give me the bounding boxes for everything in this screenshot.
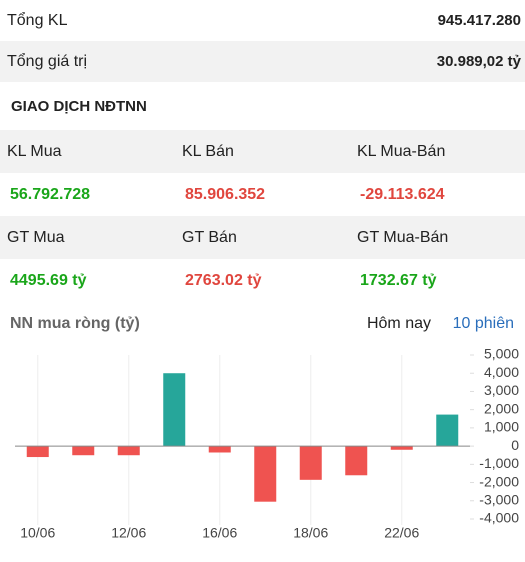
bar <box>208 446 231 453</box>
bar <box>72 446 95 456</box>
y-tick-label: -3,000 <box>479 491 519 507</box>
x-tick-label: 22/06 <box>384 525 419 541</box>
y-tick-label: -2,000 <box>479 473 519 489</box>
summary-value: 30.989,02 tỷ <box>436 53 521 70</box>
chart-title: NN mua ròng (tỷ) <box>10 315 140 332</box>
stat-value: 2763.02 tỷ <box>185 271 262 289</box>
stat-header-row: GT Mua GT Bán GT Mua-Bán <box>0 216 525 259</box>
bar <box>254 446 277 502</box>
y-tick-label: 2,000 <box>484 400 519 416</box>
stat-label: KL Mua <box>7 142 62 160</box>
y-tick-label: 4,000 <box>484 364 519 380</box>
section-title: GIAO DỊCH NĐTNN <box>11 97 147 115</box>
stat-label: KL Mua-Bán <box>357 142 446 160</box>
summary-value: 945.417.280 <box>437 12 521 29</box>
bar <box>436 414 459 447</box>
summary-row: Tổng giá trị 30.989,02 tỷ <box>0 41 525 82</box>
bar <box>390 446 413 450</box>
y-tick-label: 0 <box>511 437 519 453</box>
stat-label: KL Bán <box>182 142 234 160</box>
y-tick-label: 3,000 <box>484 382 519 398</box>
bar <box>299 446 322 480</box>
bar <box>26 446 49 458</box>
summary-label: Tổng KL <box>7 11 68 29</box>
x-tick-label: 10/06 <box>20 525 55 541</box>
stat-label: GT Bán <box>182 228 237 246</box>
x-tick-label: 18/06 <box>293 525 328 541</box>
bar <box>345 446 368 476</box>
stat-label: GT Mua <box>7 228 65 246</box>
stat-value-row: 4495.69 tỷ 2763.02 tỷ 1732.67 tỷ <box>0 259 525 302</box>
tab[interactable]: 10 phiên <box>453 315 514 332</box>
stat-header-row: KL Mua KL Bán KL Mua-Bán <box>0 130 525 173</box>
stat-value: 56.792.728 <box>10 185 91 203</box>
y-tick-label: 5,000 <box>484 346 519 362</box>
y-tick-label: -4,000 <box>479 510 519 526</box>
stat-value: -29.113.624 <box>360 185 445 203</box>
x-tick-label: 16/06 <box>202 525 237 541</box>
summary-label: Tổng giá trị <box>7 52 88 70</box>
stat-value-row: 56.792.728 85.906.352 -29.113.624 <box>0 173 525 216</box>
stat-value: 85.906.352 <box>185 185 266 203</box>
y-tick-label: 1,000 <box>484 419 519 435</box>
bar <box>117 446 140 456</box>
chart: NN mua ròng (tỷ) Hôm nay 10 phiên 5,000 4… <box>10 315 519 541</box>
y-tick-label: -1,000 <box>479 455 519 471</box>
stat-label: GT Mua-Bán <box>357 228 449 246</box>
stat-value: 1732.67 tỷ <box>360 271 437 289</box>
x-tick-label: 12/06 <box>111 525 146 541</box>
widget: Tổng KL 945.417.280 Tổng giá trị 30.989,02 … <box>0 0 525 302</box>
stat-value: 4495.69 tỷ <box>10 271 87 289</box>
summary-row: Tổng KL 945.417.280 <box>0 0 525 41</box>
tab[interactable]: Hôm nay <box>367 315 431 332</box>
bar <box>163 373 186 447</box>
